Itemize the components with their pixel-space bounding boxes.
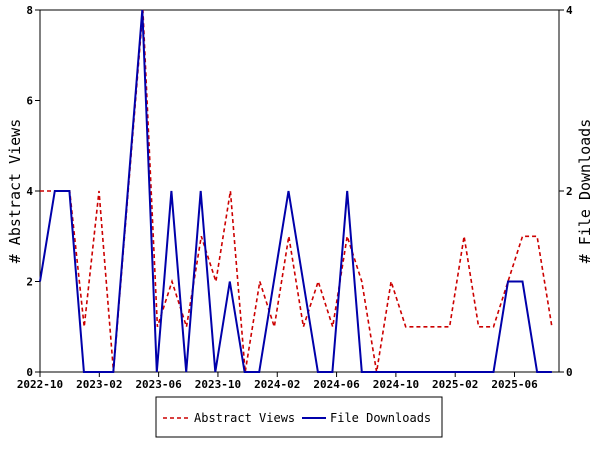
y-right-tick-label: 4 — [566, 4, 573, 17]
x-tick-label: 2023-02 — [76, 378, 122, 391]
x-tick-label: 2023-06 — [135, 378, 182, 391]
y-left-tick-label: 6 — [26, 95, 33, 108]
series-line-abstract-views — [40, 9, 553, 373]
y-left-tick-label: 4 — [26, 185, 33, 198]
x-tick-label: 2022-10 — [17, 378, 63, 391]
y-right-tick-label: 0 — [566, 366, 573, 379]
y-left-tick-label: 2 — [26, 276, 33, 289]
y-axis-right-title: # File Downloads — [576, 119, 594, 264]
x-tick-label: 2024-06 — [313, 378, 360, 391]
y-left-tick-label: 0 — [26, 366, 33, 379]
x-tick-label: 2024-10 — [373, 378, 419, 391]
legend-box — [155, 396, 443, 438]
axis-ticks: 0 2 4 6 8 0 2 4 2022-10 2023-02 2023-06 2023-10 2024… — [17, 4, 573, 391]
x-tick-label: 2025-02 — [432, 378, 478, 391]
y-axis-left-title: # Abstract Views — [6, 119, 24, 264]
legend-label-abstract-views: Abstract Views — [194, 411, 295, 425]
x-tick-label: 2024-02 — [254, 378, 300, 391]
y-right-tick-label: 2 — [566, 185, 573, 198]
y-left-tick-label: 8 — [26, 4, 33, 17]
legend: Abstract Views File Downloads — [155, 396, 443, 438]
x-tick-label: 2023-10 — [195, 378, 241, 391]
series-line-file-downloads — [39, 9, 552, 373]
legend-label-file-downloads: File Downloads — [330, 411, 431, 425]
x-tick-label: 2025-06 — [491, 378, 538, 391]
series-lines — [39, 9, 553, 373]
plot-area — [39, 9, 560, 373]
